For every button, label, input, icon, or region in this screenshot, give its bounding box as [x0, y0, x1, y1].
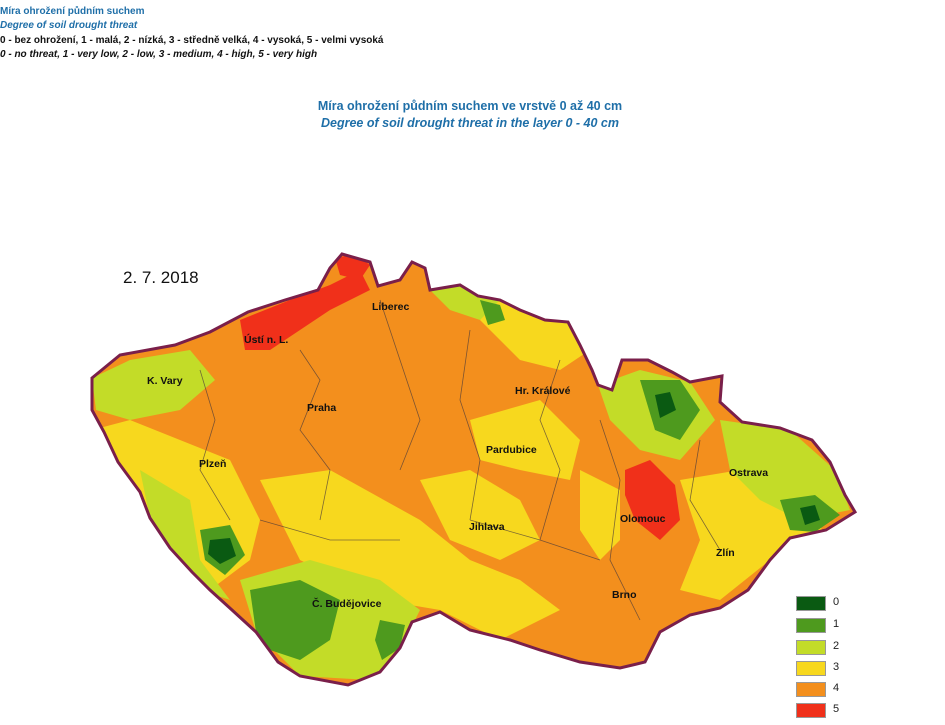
date-label: 2. 7. 2018: [123, 268, 199, 287]
city-label: Olomouc: [620, 513, 666, 525]
city-label: Hr. Králové: [515, 385, 571, 397]
legend-swatch: [796, 618, 826, 633]
map-title-en: Degree of soil drought threat in the lay…: [321, 116, 619, 130]
legend-item: 5: [796, 703, 856, 719]
legend-label: 3: [833, 661, 840, 673]
region-boundaries: [199, 299, 721, 621]
header-line-cz: Míra ohrožení půdním suchem: [0, 6, 145, 17]
legend-label: 5: [833, 703, 840, 715]
legend-item: 0: [796, 596, 856, 612]
city-label: Zlín: [716, 547, 735, 559]
legend-swatch: [796, 661, 826, 676]
legend-label: 0: [833, 596, 840, 608]
city-label: Praha: [307, 402, 336, 414]
legend-swatch: [796, 596, 826, 611]
legend-swatch: [796, 703, 826, 718]
legend-label: 1: [833, 618, 840, 630]
legend-description-en: 0 - no threat, 1 - very low, 2 - low, 3 …: [0, 49, 318, 60]
legend-item: 1: [796, 618, 856, 634]
city-label: Ostrava: [729, 467, 768, 479]
country-border: [90, 252, 858, 687]
city-label: Č. Budějovice: [312, 597, 382, 610]
city-label: Plzeň: [199, 458, 226, 470]
legend-label: 4: [833, 682, 840, 694]
legend-description-cz: 0 - bez ohrožení, 1 - malá, 2 - nízká, 3…: [0, 35, 384, 46]
legend-label: 2: [833, 640, 840, 652]
city-label: K. Vary: [147, 375, 183, 387]
city-label: Ústí n. L.: [244, 333, 288, 346]
legend-item: 4: [796, 682, 856, 698]
legend-item: 2: [796, 640, 856, 656]
map-title-cz: Míra ohrožení půdním suchem ve vrstvě 0 …: [317, 99, 623, 113]
legend-item: 3: [796, 661, 856, 677]
city-label: Liberec: [372, 301, 410, 313]
city-labels: Liberec Ústí n. L. K. Vary Hr. Králové P…: [147, 301, 768, 610]
legend-swatch: [796, 640, 826, 655]
city-label: Jihlava: [469, 521, 505, 533]
legend-swatch: [796, 682, 826, 697]
city-label: Brno: [612, 589, 637, 601]
header-line-en: Degree of soil drought threat: [0, 20, 138, 31]
city-label: Pardubice: [486, 444, 537, 456]
